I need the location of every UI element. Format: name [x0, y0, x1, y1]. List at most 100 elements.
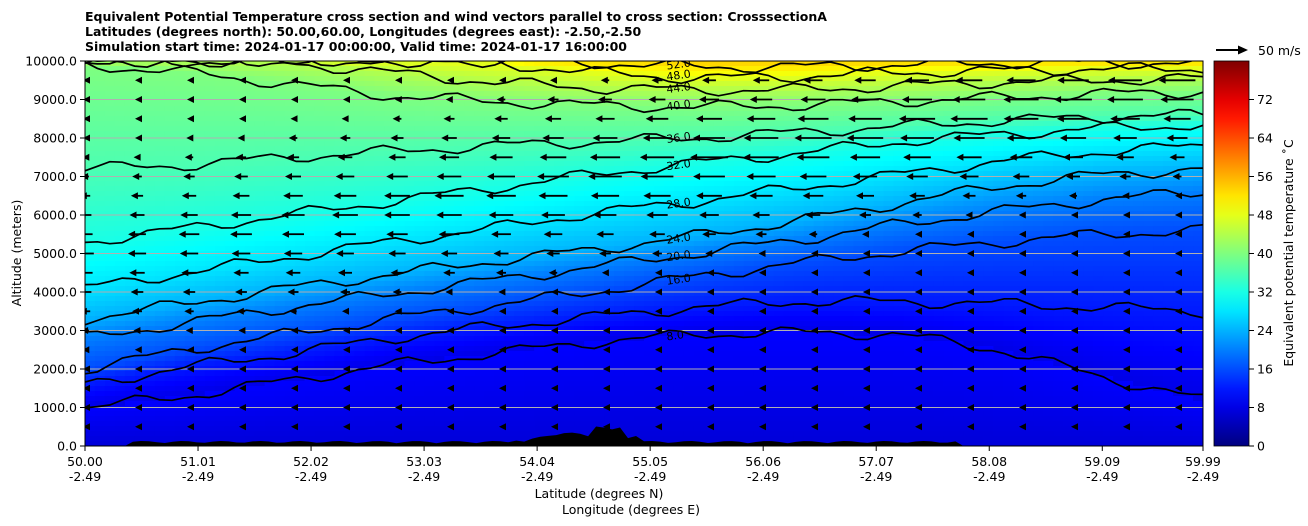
field-cell: [584, 336, 595, 342]
field-cell: [653, 121, 665, 127]
field-cell: [574, 416, 585, 422]
field-cell: [234, 426, 246, 432]
field-cell: [244, 66, 256, 72]
field-cell: [234, 421, 246, 427]
field-cell: [85, 346, 96, 352]
field-cell: [294, 186, 306, 192]
field-cell: [574, 411, 585, 417]
field-cell: [364, 226, 376, 232]
field-cell: [164, 71, 176, 77]
field-cell: [404, 316, 416, 322]
field-cell: [124, 216, 136, 222]
field-cell: [394, 106, 406, 112]
field-cell: [524, 176, 535, 182]
field-cell: [424, 66, 435, 72]
field-cell: [424, 411, 435, 417]
field-cell: [614, 351, 625, 357]
field-cell: [693, 376, 705, 382]
field-cell: [384, 86, 396, 92]
field-cell: [703, 381, 715, 387]
field-cell: [604, 276, 615, 282]
field-cell: [124, 416, 136, 422]
field-cell: [184, 396, 196, 402]
field-cell: [294, 101, 306, 107]
field-cell: [274, 301, 286, 307]
field-cell: [534, 336, 545, 342]
field-cell: [534, 76, 545, 82]
field-cell: [274, 401, 286, 407]
field-cell: [164, 176, 176, 182]
field-cell: [504, 331, 515, 337]
field-cell: [434, 146, 445, 152]
field-cell: [224, 231, 236, 237]
field-cell: [344, 81, 356, 87]
field-cell: [324, 71, 336, 77]
field-cell: [723, 211, 735, 217]
field-cell: [204, 96, 216, 102]
field-cell: [244, 146, 256, 152]
field-cell: [534, 431, 545, 437]
field-cell: [244, 326, 256, 332]
field-cell: [653, 336, 665, 342]
field-cell: [723, 71, 735, 77]
field-cell: [394, 261, 406, 267]
field-cell: [574, 191, 585, 197]
field-cell: [224, 66, 236, 72]
field-cell: [644, 296, 655, 302]
field-cell: [524, 341, 535, 347]
field-cell: [204, 186, 216, 192]
field-cell: [244, 186, 256, 192]
field-cell: [394, 156, 406, 162]
field-cell: [524, 216, 535, 222]
field-cell: [514, 221, 525, 227]
field-cell: [444, 361, 455, 367]
field-cell: [104, 136, 116, 142]
field-cell: [314, 106, 326, 112]
field-cell: [524, 186, 535, 192]
field-cell: [484, 361, 495, 367]
field-cell: [274, 436, 286, 442]
field-cell: [254, 306, 266, 312]
field-cell: [374, 301, 386, 307]
field-cell: [124, 106, 136, 112]
field-cell: [514, 321, 525, 327]
field-cell: [264, 181, 276, 187]
field-cell: [184, 141, 196, 147]
field-cell: [454, 396, 465, 402]
field-cell: [314, 211, 326, 217]
field-cell: [693, 401, 705, 407]
field-cell: [334, 166, 346, 172]
field-cell: [354, 421, 366, 427]
field-cell: [394, 416, 406, 422]
field-cell: [164, 396, 176, 402]
field-cell: [214, 201, 226, 207]
field-cell: [274, 96, 286, 102]
field-cell: [614, 271, 625, 277]
field-cell: [264, 391, 276, 397]
field-cell: [364, 66, 376, 72]
field-cell: [693, 221, 705, 227]
field-cell: [164, 256, 176, 262]
field-cell: [584, 216, 595, 222]
field-cell: [364, 391, 376, 397]
field-cell: [693, 226, 705, 232]
field-cell: [604, 221, 615, 227]
field-cell: [204, 396, 216, 402]
field-cell: [104, 401, 116, 407]
field-cell: [634, 131, 645, 137]
field-cell: [574, 231, 585, 237]
field-cell: [723, 291, 735, 297]
field-cell: [144, 416, 156, 422]
field-cell: [554, 336, 565, 342]
field-cell: [104, 106, 116, 112]
field-cell: [364, 431, 376, 437]
field-cell: [683, 171, 695, 177]
field-cell: [494, 421, 505, 427]
field-cell: [713, 76, 725, 82]
field-cell: [234, 126, 246, 132]
field-cell: [544, 156, 555, 162]
field-cell: [264, 301, 276, 307]
field-cell: [294, 341, 306, 347]
field-cell: [723, 176, 735, 182]
field-cell: [464, 81, 475, 87]
